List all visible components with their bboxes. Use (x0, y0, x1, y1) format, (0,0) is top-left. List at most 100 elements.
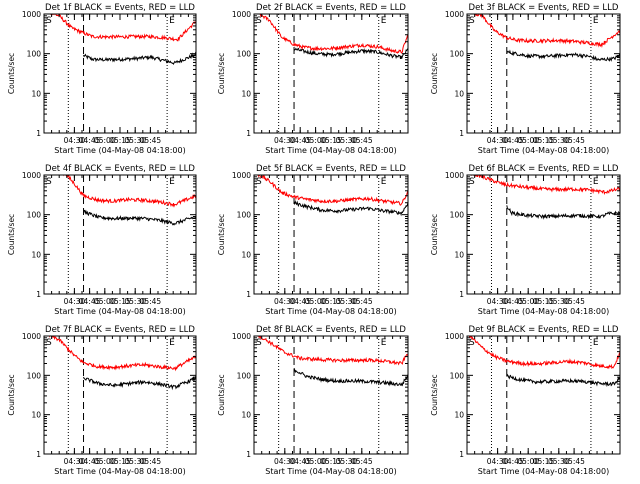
y-tick-label: 1000 (22, 10, 41, 19)
series-events (293, 200, 408, 217)
y-tick-label: 10 (454, 250, 464, 259)
y-axis-label: Counts/sec (217, 214, 226, 255)
x-tick-label: 04:45 (502, 457, 524, 466)
x-tick-label: 05:30 (336, 297, 358, 306)
x-tick-label: 04:45 (79, 297, 101, 306)
panel-det-9: Det 9f BLACK = Events, RED = LLD S E 1 10 100… (430, 325, 621, 476)
x-tick-label: 04:30 (64, 136, 86, 145)
x-tick-label: 05:45 (140, 136, 162, 145)
series-events (506, 205, 620, 220)
x-tick-label: 05:30 (336, 136, 358, 145)
x-tick-label: 04:30 (274, 136, 296, 145)
x-tick-label: 05:15 (533, 457, 555, 466)
y-tick-label: 10 (31, 411, 41, 420)
x-tick-label: 05:15 (320, 136, 342, 145)
x-tick-label: 05:30 (548, 457, 570, 466)
panel-title: Det 8f BLACK = Events, RED = LLD (256, 325, 406, 335)
y-tick-label: 100 (27, 371, 42, 380)
plot-frame (43, 13, 197, 134)
y-axis-label: Counts/sec (430, 214, 439, 255)
x-tick-label: 05:15 (109, 457, 131, 466)
end-marker: E (593, 338, 599, 348)
x-tick-label: 05:00 (94, 136, 116, 145)
series-lld (468, 336, 620, 370)
x-tick-label: 05:45 (563, 297, 585, 306)
x-axis-label: Start Time (04-May-08 04:18:00) (478, 307, 609, 316)
y-tick-label: 1 (459, 450, 464, 459)
y-tick-label: 10 (241, 89, 251, 98)
y-tick-label: 1000 (232, 171, 251, 180)
x-axis-label: Start Time (04-May-08 04:18:00) (54, 146, 185, 155)
panel-title: Det 9f BLACK = Events, RED = LLD (469, 325, 619, 335)
x-axis-label: Start Time (04-May-08 04:18:00) (265, 146, 396, 155)
y-tick-label: 1000 (22, 332, 41, 341)
series-events (83, 209, 196, 226)
series-lld (256, 336, 408, 366)
series-lld (470, 175, 620, 196)
start-marker: S (256, 338, 262, 348)
panel-det-4: Det 4f BLACK = Events, RED = LLD S E 1 10 100… (7, 164, 197, 316)
x-tick-label: 05:45 (351, 457, 373, 466)
y-tick-label: 1 (36, 290, 41, 299)
x-tick-label: 04:45 (289, 297, 311, 306)
x-tick-label: 05:15 (320, 297, 342, 306)
x-tick-label: 05:00 (305, 297, 327, 306)
x-tick-label: 04:45 (289, 136, 311, 145)
x-tick-label: 05:30 (124, 457, 146, 466)
x-tick-label: 04:30 (274, 457, 296, 466)
series-events (293, 367, 408, 387)
series-lld (257, 14, 408, 54)
x-tick-label: 04:45 (79, 136, 101, 145)
y-tick-label: 1 (246, 129, 251, 138)
x-tick-label: 05:00 (517, 136, 539, 145)
x-tick-label: 04:30 (64, 457, 86, 466)
x-tick-label: 04:30 (64, 297, 86, 306)
series-events (83, 51, 196, 65)
x-tick-label: 05:30 (336, 457, 358, 466)
panel-title: Det 3f BLACK = Events, RED = LLD (469, 3, 619, 13)
panel-title: Det 1f BLACK = Events, RED = LLD (45, 3, 195, 13)
x-tick-label: 04:30 (487, 136, 509, 145)
series-lld (49, 336, 196, 372)
plot-frame (253, 335, 409, 455)
start-marker: S (469, 177, 475, 187)
start-marker: S (256, 16, 262, 26)
y-tick-label: 10 (454, 89, 464, 98)
x-tick-label: 05:15 (109, 136, 131, 145)
x-tick-label: 05:45 (351, 297, 373, 306)
plot-frame (466, 174, 621, 295)
x-axis-label: Start Time (04-May-08 04:18:00) (478, 467, 609, 476)
x-tick-label: 05:15 (533, 136, 555, 145)
x-axis-label: Start Time (04-May-08 04:18:00) (478, 146, 609, 155)
plot-frame (43, 174, 197, 295)
series-events (293, 47, 408, 60)
y-tick-label: 100 (450, 371, 465, 380)
y-tick-label: 1000 (232, 332, 251, 341)
y-tick-label: 100 (450, 50, 465, 59)
x-tick-label: 05:30 (124, 136, 146, 145)
x-tick-label: 05:00 (305, 457, 327, 466)
end-marker: E (593, 177, 599, 187)
panel-title: Det 6f BLACK = Events, RED = LLD (469, 164, 619, 174)
start-marker: S (46, 177, 52, 187)
y-tick-label: 1000 (22, 171, 41, 180)
x-tick-label: 05:00 (94, 297, 116, 306)
plot-frame (253, 174, 409, 295)
end-marker: E (169, 177, 175, 187)
plot-frame (466, 13, 621, 134)
panel-title: Det 4f BLACK = Events, RED = LLD (45, 164, 195, 174)
x-axis-label: Start Time (04-May-08 04:18:00) (265, 307, 396, 316)
y-tick-label: 100 (27, 50, 42, 59)
x-tick-label: 05:45 (351, 136, 373, 145)
start-marker: S (46, 338, 52, 348)
x-axis-label: Start Time (04-May-08 04:18:00) (54, 467, 185, 476)
y-tick-label: 1000 (445, 171, 464, 180)
y-tick-label: 100 (237, 371, 252, 380)
y-axis-label: Counts/sec (430, 374, 439, 415)
end-marker: E (381, 16, 387, 26)
panel-det-8: Det 8f BLACK = Events, RED = LLD S E 1 10 100… (217, 325, 409, 476)
y-tick-label: 1 (246, 290, 251, 299)
y-tick-label: 1 (459, 290, 464, 299)
panel-det-7: Det 7f BLACK = Events, RED = LLD S E 1 10 100… (7, 325, 197, 476)
